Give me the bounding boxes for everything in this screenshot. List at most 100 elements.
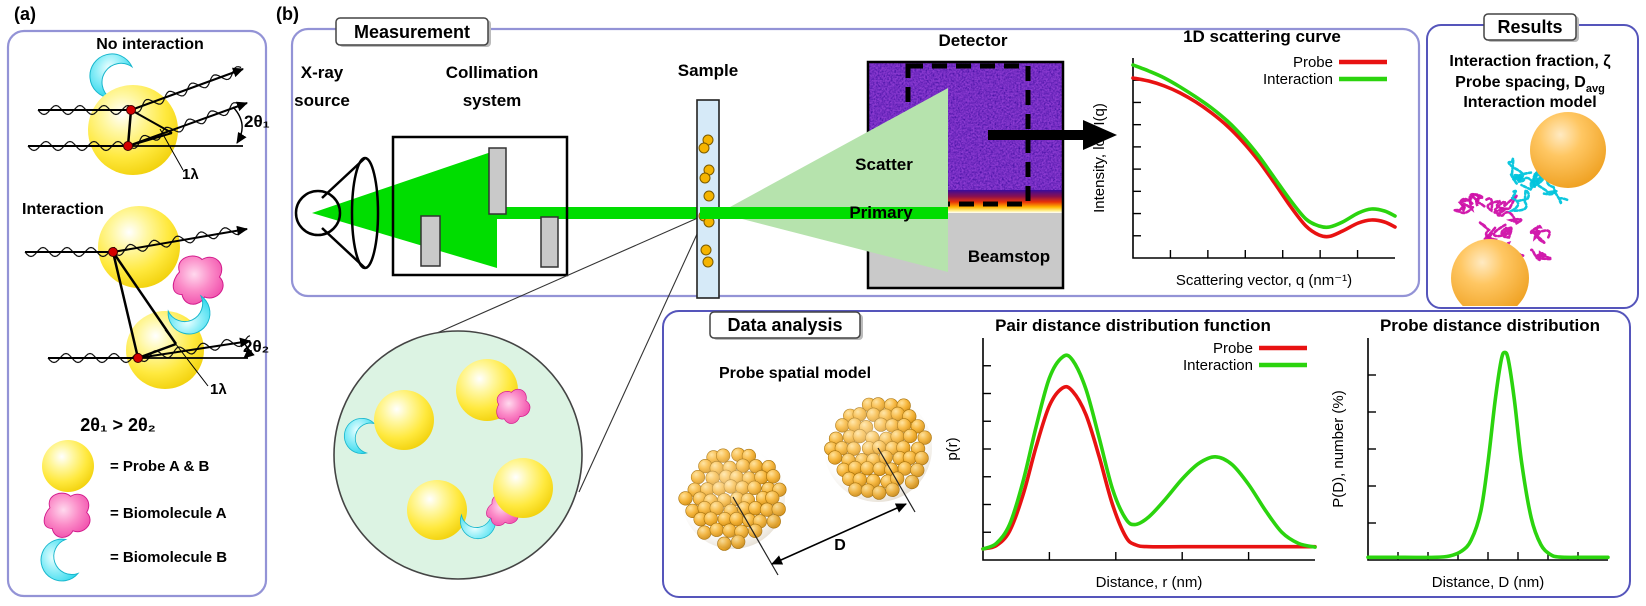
spatial-model-title: Probe spatial model xyxy=(719,365,871,382)
chart-xlabel: Scattering vector, q (nm⁻¹) xyxy=(1176,272,1352,289)
detector-label: Detector xyxy=(939,31,1008,50)
collimation-label-2: system xyxy=(463,91,522,110)
chart-axes xyxy=(982,338,1315,561)
biomolecule-a-icon xyxy=(172,255,224,305)
legend-biomolecule-a-label: = Biomolecule A xyxy=(110,505,227,522)
legend-biomolecule-b-icon xyxy=(34,536,80,588)
sample-particles xyxy=(698,134,715,268)
collimation-slit xyxy=(420,215,441,267)
beam-cone xyxy=(312,150,497,268)
distance-reference-line xyxy=(877,447,916,513)
angle-inequality: 2θ₁ > 2θ₂ xyxy=(80,415,155,435)
beamstop-label: Beamstop xyxy=(968,247,1050,266)
series-probe xyxy=(1131,76,1397,239)
sample-label: Sample xyxy=(678,61,738,80)
probe-sphere xyxy=(88,85,178,175)
series-interaction xyxy=(981,353,1317,551)
probe-sphere xyxy=(407,480,467,540)
probe-distance-chart: Probe distance distribution P(D), number … xyxy=(1330,316,1610,591)
legend-probe-label: = Probe A & B xyxy=(110,458,209,475)
xray-source-icon xyxy=(294,156,380,270)
magnified-sample-view xyxy=(333,330,583,580)
measurement-panel-border xyxy=(290,27,1421,298)
panel-b-label: (b) xyxy=(276,4,299,24)
scattering-curve-chart: 1D scattering curve Intensity, log I(q) Sc… xyxy=(1091,27,1397,289)
wave-line xyxy=(24,246,116,258)
measurement-box xyxy=(335,17,489,46)
panel-a: No interaction 2θ₁ 1λ Interaction xyxy=(22,36,270,588)
ribbon-scribble xyxy=(1530,248,1553,262)
legend-label: Probe xyxy=(1213,340,1253,357)
results-probe-sphere xyxy=(1451,239,1529,306)
chart-title: 1D scattering curve xyxy=(1183,27,1341,46)
angle1-label: 2θ₁ xyxy=(244,112,270,131)
probe-sphere xyxy=(493,458,553,518)
ribbon-scribble xyxy=(1457,193,1488,209)
collimation-slit xyxy=(488,147,507,215)
results-line-1: Interaction fraction, ζ xyxy=(1449,53,1611,70)
collimation-slit xyxy=(540,216,559,268)
to-plot-arrow-icon xyxy=(988,120,1117,150)
results-line-3: Interaction model xyxy=(1463,94,1596,111)
legend-probe-icon xyxy=(42,440,94,492)
scatter-point xyxy=(133,353,143,363)
wave-line xyxy=(37,104,133,116)
data-analysis-panel-border xyxy=(662,310,1631,598)
chart-xlabel: Distance, r (nm) xyxy=(1096,574,1203,591)
wave-line xyxy=(127,102,244,149)
data-analysis-section: Data analysis Probe spatial model D Pair… xyxy=(678,311,1610,591)
results-model xyxy=(1451,112,1606,306)
series-interaction xyxy=(1131,63,1397,230)
panel-a-label: (a) xyxy=(14,4,36,24)
angle-arc-2 xyxy=(242,341,255,359)
results-title: Results xyxy=(1497,17,1562,37)
wave-line xyxy=(47,352,141,364)
legend-label: Interaction xyxy=(1263,71,1333,88)
scatter-point xyxy=(108,247,118,257)
chart-title: Probe distance distribution xyxy=(1380,316,1600,335)
distance-reference-line xyxy=(732,496,779,576)
ribbon-scribble xyxy=(1453,192,1480,215)
ribbon-scribble xyxy=(1507,157,1533,185)
collimation-box xyxy=(391,135,569,277)
primary-label: Primary xyxy=(849,203,913,222)
legend-label: Interaction xyxy=(1183,357,1253,374)
data-analysis-title: Data analysis xyxy=(727,315,842,335)
scatter-label: Scatter xyxy=(855,155,913,174)
scatter-point xyxy=(123,141,133,151)
nanoparticle-cluster xyxy=(678,445,787,551)
scatter-cone xyxy=(719,88,948,272)
legend-label: Probe xyxy=(1293,54,1333,71)
ribbon-scribble xyxy=(1485,194,1518,213)
chart-ylabel: Intensity, log I(q) xyxy=(1091,103,1108,213)
wavelength2-label: 1λ xyxy=(210,381,227,398)
panel-a-border xyxy=(6,29,268,598)
measurement-title: Measurement xyxy=(354,22,470,42)
magnifier-circle xyxy=(333,330,583,580)
chart-title: Pair distance distribution function xyxy=(995,316,1271,335)
interaction-title: Interaction xyxy=(22,201,104,218)
xray-waves xyxy=(27,66,244,152)
results-section: Results Interaction fraction, ζ Probe sp… xyxy=(1449,13,1611,306)
wave-line xyxy=(130,66,242,113)
magnifier-line xyxy=(578,220,704,493)
collimation-label-1: Collimation xyxy=(446,63,539,82)
angle2-label: 2θ₂ xyxy=(243,337,269,356)
ribbon-scribble xyxy=(1528,224,1551,244)
results-box xyxy=(1483,13,1577,41)
distance-label: D xyxy=(834,537,846,554)
legend-biomolecule-a-icon xyxy=(43,492,91,539)
xray-source-label-2: source xyxy=(294,91,350,110)
ribbon-scribble xyxy=(1492,223,1513,239)
pair-distance-chart: Pair distance distribution function p(r) D… xyxy=(944,316,1317,591)
angle-arc-1 xyxy=(232,106,247,144)
ribbon-scribble xyxy=(1511,170,1543,184)
no-interaction-title: No interaction xyxy=(96,36,204,53)
ribbon-scribble xyxy=(1520,169,1546,192)
legend-biomolecule-b-label: = Biomolecule B xyxy=(110,549,227,566)
data-analysis-box xyxy=(709,311,861,339)
probe-sphere xyxy=(374,390,434,450)
series-probe xyxy=(981,384,1317,551)
magnifier-line xyxy=(436,216,701,334)
